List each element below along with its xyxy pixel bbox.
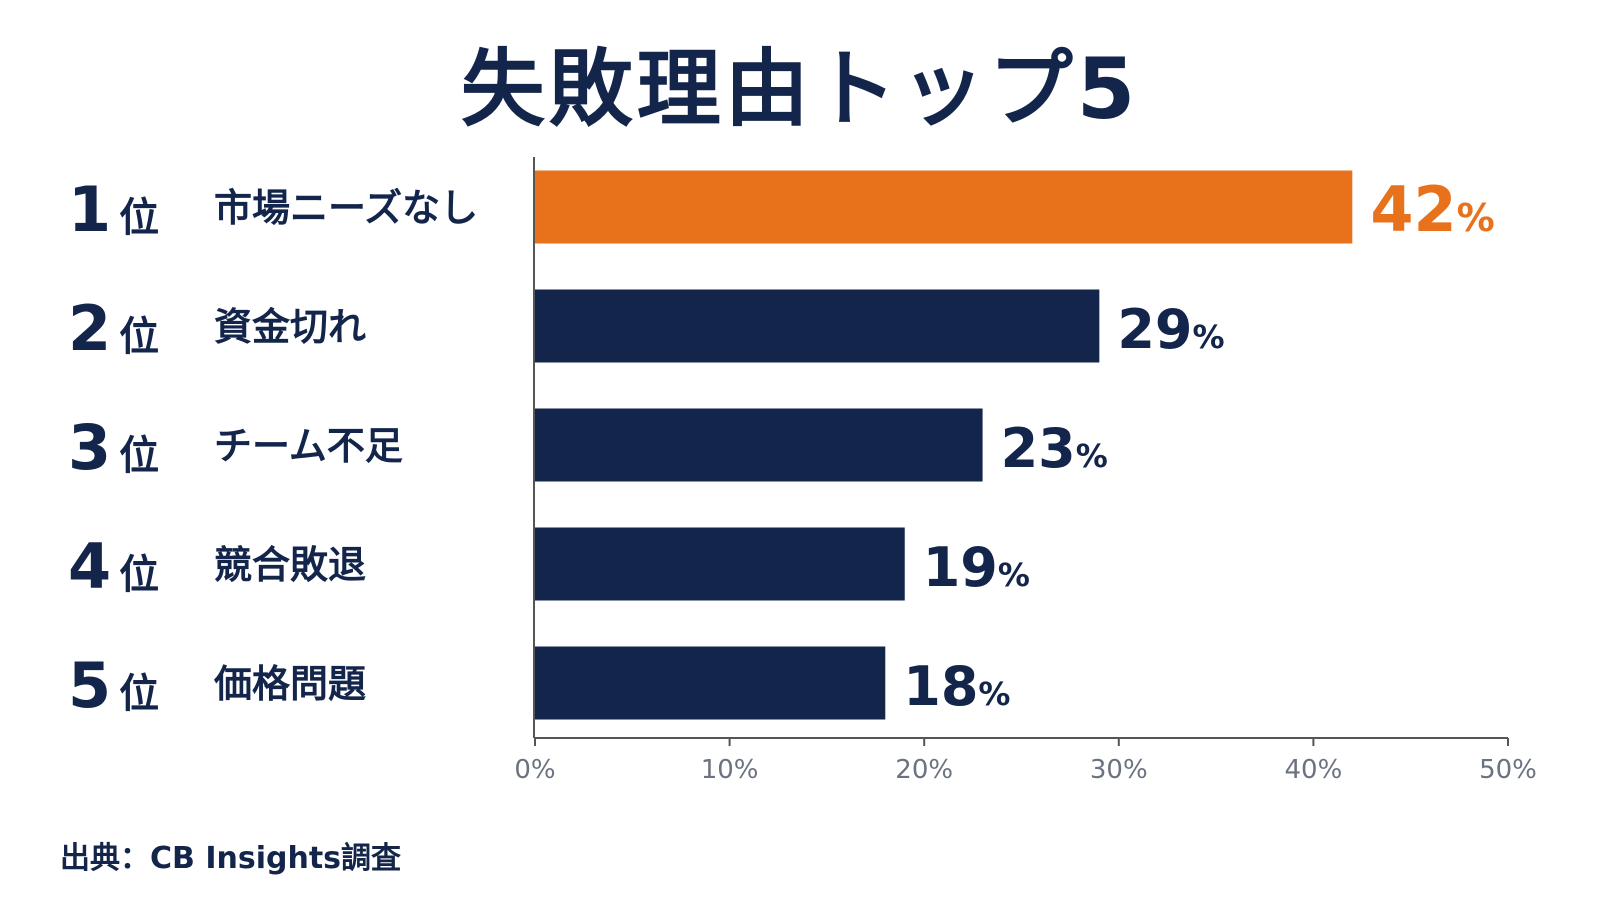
category-label: 競合敗退 <box>214 543 366 587</box>
bar <box>535 646 886 720</box>
chart-title: 失敗理由トップ5 <box>460 40 1140 138</box>
source-note: 出典：CB Insights調査 <box>60 841 402 876</box>
value-label: 42% <box>1370 173 1494 246</box>
x-tick-label: 30% <box>1090 755 1148 785</box>
value-label: 23% <box>1001 417 1108 480</box>
x-tick-label: 0% <box>514 755 555 785</box>
bar <box>535 289 1100 363</box>
category-label: 市場ニーズなし <box>214 186 478 230</box>
value-label: 29% <box>1117 298 1224 361</box>
category-label: 資金切れ <box>214 305 366 349</box>
value-label: 19% <box>923 536 1030 599</box>
x-tick-label: 50% <box>1479 755 1537 785</box>
x-tick-label: 10% <box>701 755 759 785</box>
category-label: チーム不足 <box>214 424 403 468</box>
x-tick-label: 20% <box>895 755 953 785</box>
category-label: 価格問題 <box>213 662 366 706</box>
bar <box>535 527 905 601</box>
bar <box>535 408 983 482</box>
x-tick-label: 40% <box>1285 755 1343 785</box>
bar <box>535 170 1353 244</box>
value-label: 18% <box>903 655 1010 718</box>
